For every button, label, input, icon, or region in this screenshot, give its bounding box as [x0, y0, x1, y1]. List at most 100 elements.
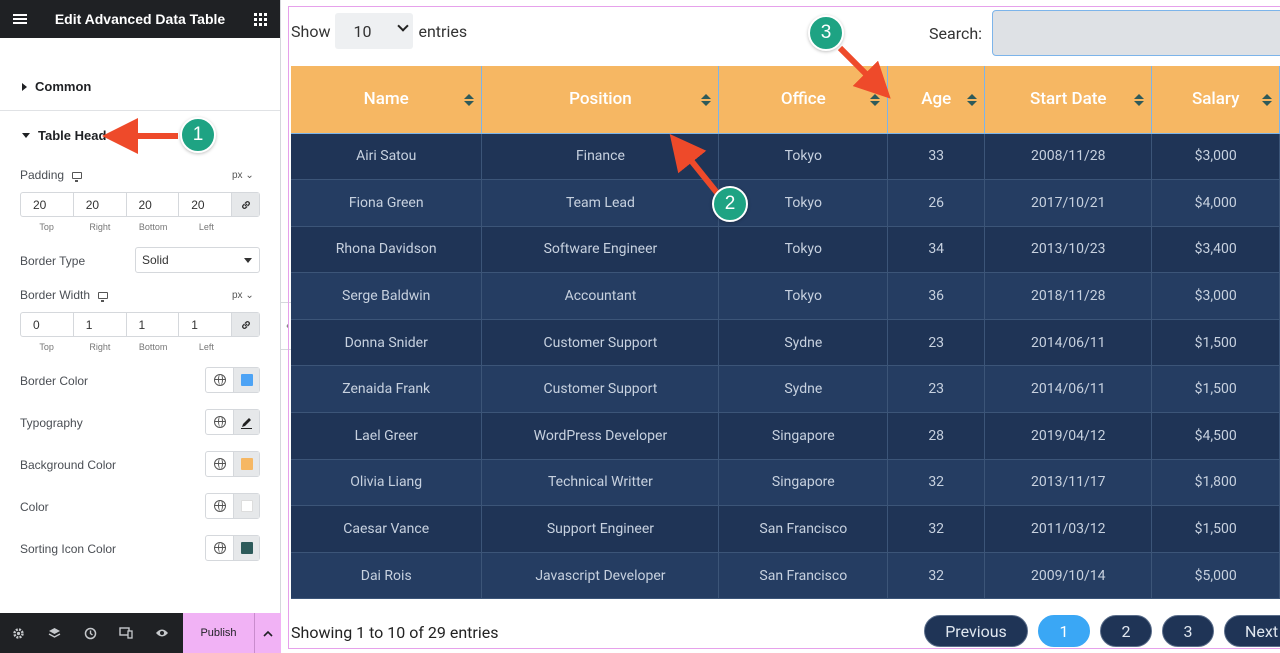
column-header-age[interactable]: Age: [887, 66, 986, 134]
border-width-top-input[interactable]: 0: [21, 313, 74, 336]
table-row: Caesar Vance Support Engineer San Francisc…: [291, 505, 1280, 553]
color-label: Color: [20, 500, 49, 514]
column-header-label: Position: [569, 89, 632, 110]
table-cell-name: Serge Baldwin: [291, 272, 483, 320]
previous-page-button[interactable]: Previous: [924, 615, 1028, 647]
table-cell-office: Sydne: [718, 365, 889, 414]
entries-length-control: Show 10 entries: [291, 13, 467, 49]
sort-icon: [464, 94, 475, 106]
table-cell-salary: $3,000: [1151, 133, 1280, 181]
table-cell-name: Rhona Davidson: [291, 226, 483, 274]
border-color-swatch[interactable]: [234, 368, 259, 392]
sidebar-footer: Publish: [0, 613, 281, 653]
side-label-bottom: Bottom: [138, 222, 168, 232]
border-width-label: Border Width: [20, 288, 91, 302]
publish-options-chevron-icon[interactable]: [254, 613, 281, 653]
annotation-badge-1: 1: [180, 117, 216, 153]
editor-sidebar: Edit Advanced Data Table Common Table He…: [0, 0, 281, 653]
hamburger-menu-icon[interactable]: [0, 18, 40, 20]
border-width-left-input[interactable]: 1: [179, 313, 232, 336]
section-table-head-label: Table Head: [38, 127, 107, 143]
widgets-grid-icon[interactable]: [240, 12, 280, 26]
page-button-3[interactable]: 3: [1162, 615, 1214, 647]
column-header-start-date[interactable]: Start Date: [984, 66, 1153, 134]
sort-icon: [967, 94, 978, 106]
border-width-bottom-input[interactable]: 1: [127, 313, 180, 336]
annotation-badge-3: 3: [808, 15, 844, 51]
entries-label: entries: [418, 21, 468, 41]
color-swatch[interactable]: [234, 494, 259, 518]
border-width-side-labels: Top Right Bottom Left: [20, 342, 233, 352]
table-cell-start-date: 2011/03/12: [984, 505, 1153, 553]
side-label-top: Top: [39, 222, 54, 232]
global-colors-icon[interactable]: [206, 368, 234, 392]
border-width-unit-select[interactable]: px ⌄: [232, 290, 254, 301]
padding-inputs: 20 20 20 20: [20, 192, 260, 217]
column-header-office[interactable]: Office: [718, 66, 889, 134]
table-cell-office: Tokyo: [718, 226, 889, 274]
next-page-button[interactable]: Next: [1224, 615, 1280, 647]
table-cell-start-date: 2014/06/11: [984, 365, 1153, 414]
search-input[interactable]: [992, 10, 1280, 56]
sorting-icon-color-swatch[interactable]: [234, 536, 259, 560]
table-cell-name: Olivia Liang: [291, 459, 483, 507]
history-icon[interactable]: [72, 627, 108, 640]
table-row: Fiona Green Team Lead Tokyo 26 2017/10/21 $4,…: [291, 179, 1280, 227]
sort-icon: [701, 94, 712, 106]
link-values-icon[interactable]: [232, 193, 259, 216]
background-color-swatch[interactable]: [234, 452, 259, 476]
table-cell-office: Singapore: [718, 412, 889, 460]
table-cell-position: Finance: [481, 133, 720, 181]
border-width-right-input[interactable]: 1: [74, 313, 127, 336]
padding-bottom-input[interactable]: 20: [127, 193, 180, 216]
publish-button[interactable]: Publish: [183, 613, 254, 653]
entries-select[interactable]: 10: [335, 13, 414, 49]
table-cell-position: Team Lead: [481, 179, 720, 227]
border-width-inputs: 0 1 1 1: [20, 312, 260, 337]
sort-icon: [870, 94, 881, 106]
padding-right-input[interactable]: 20: [74, 193, 127, 216]
annotation-badge-2: 2: [712, 186, 748, 222]
table-row: Serge Baldwin Accountant Tokyo 36 2018/11/28…: [291, 272, 1280, 320]
padding-top-input[interactable]: 20: [21, 193, 74, 216]
section-common[interactable]: Common: [0, 63, 280, 111]
global-colors-icon[interactable]: [206, 452, 234, 476]
desktop-icon[interactable]: [98, 292, 109, 303]
padding-control-label: Padding: [20, 168, 83, 183]
table-info: Showing 1 to 10 of 29 entries: [291, 623, 499, 642]
edit-pencil-icon[interactable]: [234, 410, 259, 434]
table-cell-start-date: 2008/11/28: [984, 133, 1153, 181]
desktop-icon[interactable]: [72, 172, 83, 183]
column-header-position[interactable]: Position: [481, 66, 720, 134]
table-cell-start-date: 2018/11/28: [984, 272, 1153, 320]
global-colors-icon[interactable]: [206, 536, 234, 560]
padding-unit-select[interactable]: px ⌄: [232, 170, 254, 181]
page-button-1[interactable]: 1: [1038, 615, 1090, 647]
border-width-unit: px: [232, 290, 243, 301]
responsive-mode-icon[interactable]: [108, 627, 144, 639]
table-cell-name: Caesar Vance: [291, 505, 483, 553]
table-cell-name: Zenaida Frank: [291, 365, 483, 414]
table-cell-name: Donna Snider: [291, 319, 483, 367]
table-cell-start-date: 2019/04/12: [984, 412, 1153, 460]
preview-eye-icon[interactable]: [144, 628, 180, 638]
side-label-bottom: Bottom: [138, 342, 168, 352]
link-values-icon[interactable]: [232, 313, 259, 336]
table-cell-name: Airi Satou: [291, 133, 483, 181]
table-row: Donna Snider Customer Support Sydne 23 2014/…: [291, 319, 1280, 367]
table-cell-position: WordPress Developer: [481, 412, 720, 460]
global-fonts-icon[interactable]: [206, 410, 234, 434]
border-type-select[interactable]: Solid: [135, 247, 260, 273]
page-button-2[interactable]: 2: [1100, 615, 1152, 647]
table-cell-start-date: 2009/10/14: [984, 552, 1153, 600]
global-colors-icon[interactable]: [206, 494, 234, 518]
settings-gear-icon[interactable]: [0, 627, 36, 640]
table-cell-age: 26: [887, 179, 986, 227]
column-header-salary[interactable]: Salary: [1151, 66, 1280, 134]
column-header-label: Salary: [1191, 89, 1240, 110]
padding-left-input[interactable]: 20: [179, 193, 232, 216]
layers-icon[interactable]: [36, 627, 72, 640]
section-table-head[interactable]: Table Head: [0, 111, 280, 159]
column-header-name[interactable]: Name: [291, 66, 483, 134]
section-common-label: Common: [35, 79, 92, 94]
